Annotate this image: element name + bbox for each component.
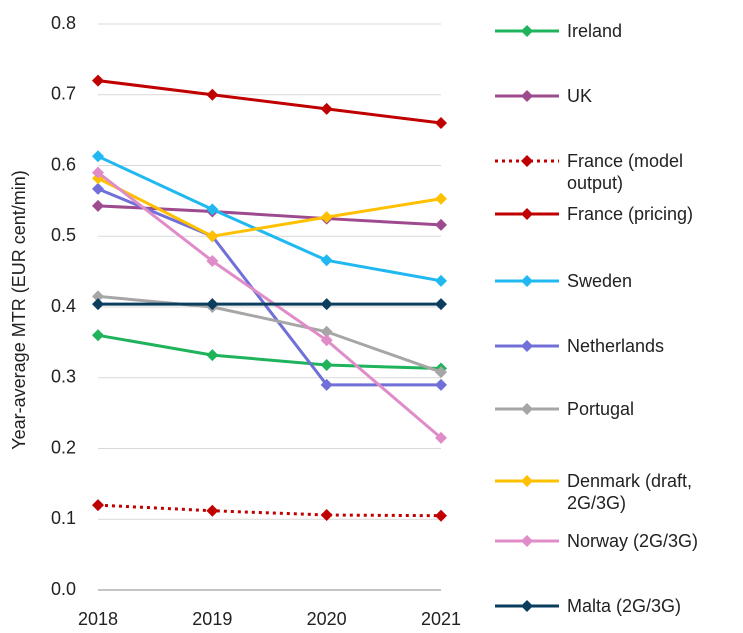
series-line	[97, 79, 442, 125]
point	[92, 166, 104, 179]
point	[92, 74, 104, 87]
legend-entry: Denmark (draft, 2G/3G)	[493, 470, 743, 514]
y-tick-label: 0.0	[51, 579, 76, 599]
series-line	[97, 154, 442, 283]
legend-marker	[521, 340, 533, 352]
point	[435, 117, 447, 130]
point	[320, 298, 333, 311]
legend-entry: UK	[493, 85, 743, 107]
legend-label: France (model output)	[567, 151, 684, 193]
legend-entry: Ireland	[493, 20, 743, 42]
point	[92, 329, 104, 342]
point	[320, 254, 333, 267]
point	[435, 366, 447, 379]
legend-swatch	[495, 403, 559, 415]
legend-entry: France (pricing)	[493, 203, 743, 225]
series-line	[97, 171, 442, 440]
series-line	[97, 176, 442, 238]
legend-marker	[521, 155, 533, 167]
y-tick-label: 0.2	[51, 437, 76, 457]
legend-marker	[521, 275, 533, 287]
point	[435, 218, 447, 231]
point	[320, 325, 333, 338]
legend-label: UK	[567, 86, 593, 106]
legend-marker	[521, 600, 533, 612]
legend-marker	[521, 475, 533, 487]
legend-swatch	[495, 475, 559, 487]
y-tick-label: 0.1	[51, 508, 76, 528]
point	[435, 298, 447, 311]
series-line	[97, 187, 441, 387]
point	[320, 378, 333, 391]
legend-entry: Malta (2G/3G)	[493, 595, 743, 617]
legend-entry: Netherlands	[493, 335, 743, 357]
legend-entry: France (model output)	[493, 150, 743, 194]
point	[435, 378, 447, 391]
point	[435, 431, 447, 444]
point	[206, 298, 219, 311]
point	[206, 255, 219, 268]
point	[206, 88, 219, 101]
series-line	[97, 503, 442, 518]
legend-label: Sweden	[567, 271, 633, 291]
point	[435, 509, 447, 522]
legend-swatch	[495, 208, 559, 220]
y-axis-label: Year-average MTR (EUR cent/min)	[9, 170, 29, 449]
point	[320, 509, 333, 522]
legend-swatch	[495, 340, 559, 352]
point	[206, 504, 219, 517]
y-tick-label: 0.4	[51, 296, 76, 316]
point	[206, 230, 219, 243]
point	[92, 290, 104, 303]
series-line	[97, 294, 442, 374]
legend-label: Portugal	[567, 399, 635, 419]
legend-swatch	[495, 600, 559, 612]
point	[206, 203, 219, 216]
legend-label: France (pricing)	[567, 204, 694, 224]
legend-label: Ireland	[567, 21, 623, 41]
legend-label: Denmark (draft, 2G/3G)	[567, 471, 693, 513]
x-tick-label: 2018	[78, 609, 118, 629]
legend-label: Norway (2G/3G)	[567, 531, 699, 551]
legend-entry: Norway (2G/3G)	[493, 530, 743, 552]
legend-swatch	[495, 535, 559, 547]
point	[320, 359, 333, 372]
x-tick-label: 2019	[192, 609, 232, 629]
series-line	[97, 333, 442, 371]
legend-entry: Portugal	[493, 398, 743, 420]
x-tick-label: 2020	[307, 609, 347, 629]
y-tick-label: 0.7	[51, 84, 76, 104]
legend-swatch	[495, 25, 559, 37]
point	[92, 150, 104, 163]
point	[92, 199, 104, 212]
legend-marker	[521, 208, 533, 220]
legend-label: Netherlands	[567, 336, 665, 356]
y-tick-label: 0.8	[51, 13, 76, 33]
legend-swatch	[495, 90, 559, 102]
legend-marker	[521, 25, 533, 37]
point	[320, 102, 333, 115]
y-tick-label: 0.3	[51, 367, 76, 387]
legend-swatch	[495, 275, 559, 287]
legend-marker	[521, 403, 533, 415]
point	[206, 349, 219, 362]
legend-entry: Sweden	[493, 270, 743, 292]
y-tick-label: 0.5	[51, 225, 76, 245]
y-tick-label: 0.6	[51, 154, 76, 174]
point	[320, 211, 333, 224]
legend-label: Malta (2G/3G)	[567, 596, 682, 616]
point	[92, 499, 104, 512]
legend-swatch	[495, 155, 559, 167]
x-tick-label: 2021	[421, 609, 461, 629]
legend-marker	[521, 535, 533, 547]
point	[92, 182, 104, 195]
legend-marker	[521, 90, 533, 102]
point	[435, 274, 447, 287]
point	[435, 192, 447, 205]
point	[92, 298, 104, 311]
point	[320, 334, 333, 347]
